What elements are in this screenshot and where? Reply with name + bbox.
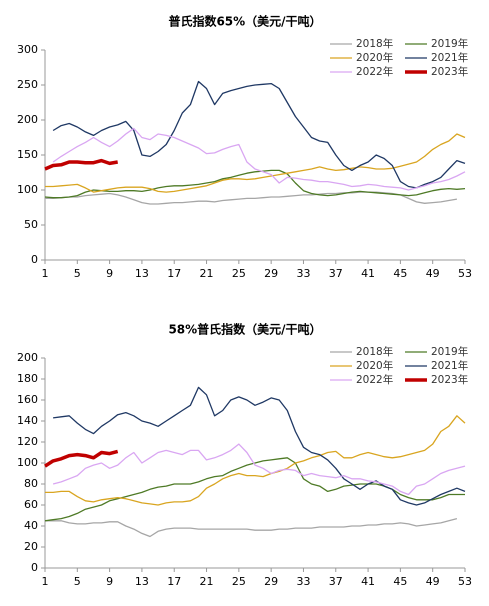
- y-tick-label: 60: [24, 498, 38, 511]
- y-tick-label: 200: [17, 351, 38, 364]
- series-line: [44, 449, 119, 468]
- x-tick-label: 45: [393, 575, 407, 588]
- x-tick-label: 25: [232, 575, 246, 588]
- y-tick-label: 250: [17, 78, 38, 91]
- y-tick-label: 50: [24, 218, 38, 231]
- series-line: [52, 127, 466, 191]
- y-tick-label: 180: [17, 372, 38, 385]
- x-tick-label: 5: [74, 575, 81, 588]
- legend-label: 2021年: [431, 359, 468, 372]
- x-tick-label: 37: [329, 267, 343, 280]
- x-tick-label: 53: [458, 267, 472, 280]
- series-line: [44, 158, 118, 171]
- y-tick-label: 100: [17, 183, 38, 196]
- series-line: [53, 386, 466, 506]
- legend-label: 2019年: [431, 345, 468, 358]
- legend-label: 2023年: [431, 373, 468, 386]
- legend-label: 2022年: [356, 373, 393, 386]
- y-tick-label: 40: [24, 519, 38, 532]
- x-tick-label: 1: [42, 575, 49, 588]
- y-tick-label: 150: [17, 148, 38, 161]
- legend-label: 2020年: [356, 359, 393, 372]
- x-tick-label: 21: [200, 575, 214, 588]
- x-tick-label: 53: [458, 575, 472, 588]
- legend-label: 2018年: [356, 345, 393, 358]
- chart-title: 58%普氏指数（美元/干吨）: [168, 322, 321, 337]
- legend-label: 2019年: [431, 37, 468, 50]
- x-tick-label: 37: [329, 575, 343, 588]
- x-tick-label: 1: [42, 267, 49, 280]
- series-line: [45, 133, 466, 193]
- x-tick-label: 21: [200, 267, 214, 280]
- legend-label: 2020年: [356, 51, 393, 64]
- y-tick-label: 100: [17, 456, 38, 469]
- y-tick-label: 20: [24, 540, 38, 553]
- y-tick-label: 160: [17, 393, 38, 406]
- series-line: [45, 191, 458, 205]
- series-line: [52, 80, 466, 189]
- y-tick-label: 140: [17, 414, 38, 427]
- x-tick-label: 13: [135, 575, 149, 588]
- x-tick-label: 5: [74, 267, 81, 280]
- chart-title: 普氏指数65%（美元/干吨）: [168, 14, 321, 29]
- legend-label: 2021年: [431, 51, 468, 64]
- x-tick-label: 33: [296, 267, 310, 280]
- series-line: [52, 443, 466, 496]
- x-tick-label: 17: [167, 575, 181, 588]
- x-tick-label: 13: [135, 267, 149, 280]
- y-tick-label: 300: [17, 43, 38, 56]
- series-line: [44, 169, 466, 199]
- series-line: [44, 457, 465, 522]
- y-tick-label: 80: [24, 477, 38, 490]
- x-tick-label: 25: [232, 267, 246, 280]
- x-tick-label: 29: [264, 267, 278, 280]
- x-tick-label: 9: [106, 267, 113, 280]
- series-line: [45, 415, 466, 506]
- legend-label: 2023年: [431, 65, 468, 78]
- y-tick-label: 120: [17, 435, 38, 448]
- x-tick-label: 49: [426, 575, 440, 588]
- x-tick-label: 29: [264, 575, 278, 588]
- y-tick-label: 200: [17, 113, 38, 126]
- x-tick-label: 33: [296, 575, 310, 588]
- series-line: [45, 517, 458, 538]
- x-tick-label: 9: [106, 575, 113, 588]
- legend-label: 2018年: [356, 37, 393, 50]
- y-tick-label: 0: [31, 561, 38, 574]
- x-tick-label: 41: [361, 267, 375, 280]
- x-tick-label: 41: [361, 575, 375, 588]
- y-tick-label: 0: [31, 253, 38, 266]
- x-tick-label: 45: [393, 267, 407, 280]
- x-tick-label: 49: [426, 267, 440, 280]
- x-tick-label: 17: [167, 267, 181, 280]
- legend-label: 2022年: [356, 65, 393, 78]
